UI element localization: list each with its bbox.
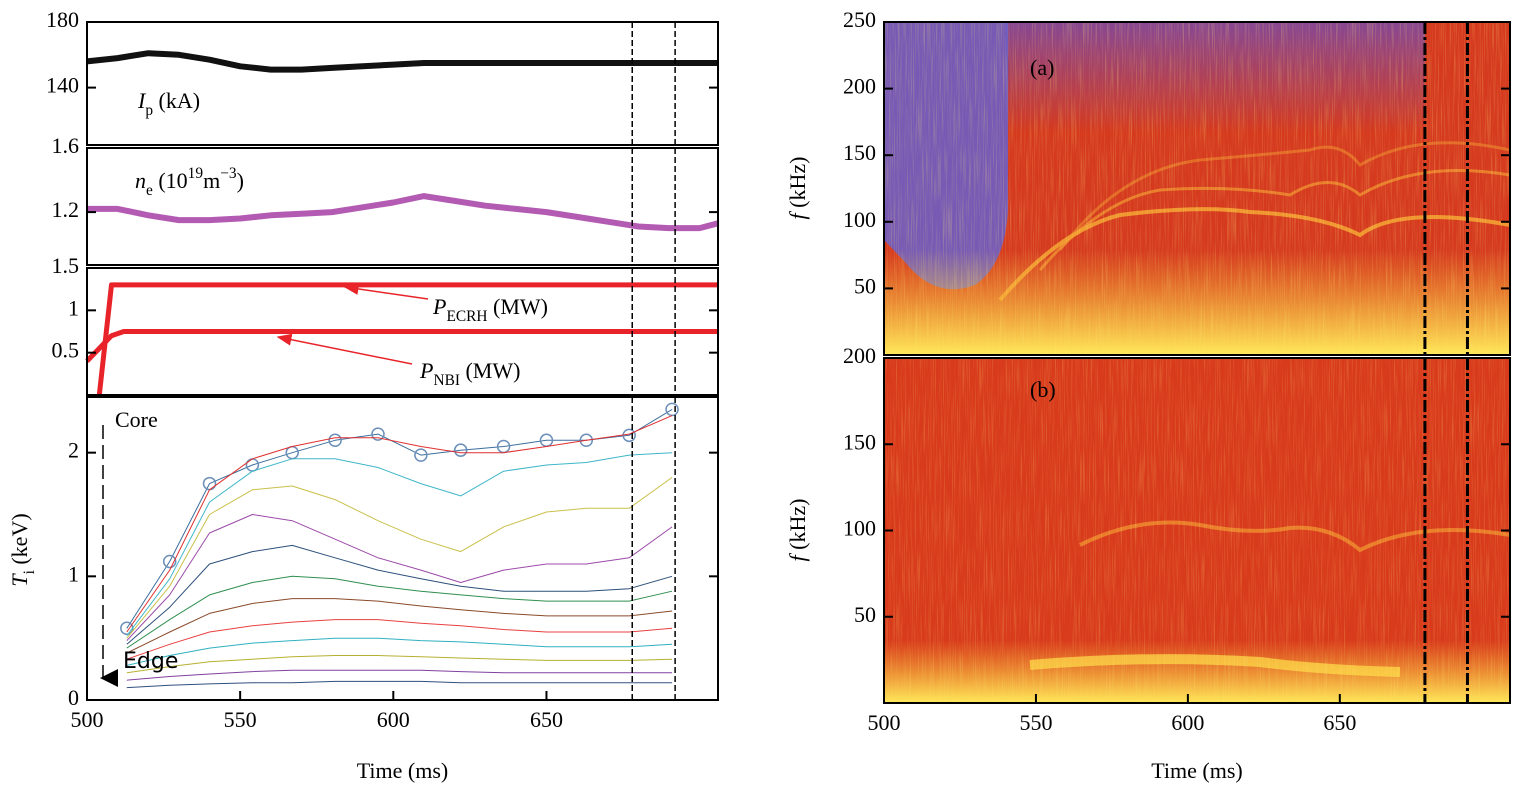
series-line [96, 282, 718, 396]
plot-frame [86, 21, 719, 146]
label-part: (kHz) [785, 157, 810, 214]
label-part: T [7, 573, 32, 587]
ecrh-arrow [343, 282, 429, 300]
y-tick-label: 100 [843, 207, 876, 232]
y-tick-label: 1 [68, 561, 79, 586]
annotation: Edge [123, 649, 178, 674]
series-line [126, 415, 673, 633]
series-line [87, 193, 719, 232]
label-part: (kHz) [785, 499, 810, 556]
y-tick-label: 100 [843, 516, 876, 541]
series-line [126, 544, 673, 645]
data-point [579, 433, 594, 448]
label-part: ) [237, 168, 244, 193]
label-part: f [785, 210, 810, 219]
series-line [126, 619, 673, 660]
label-part: 19 [188, 165, 204, 182]
series-line [126, 514, 673, 641]
label-part: (keV) [7, 513, 32, 570]
y-axis-label: f (kHz) [785, 157, 810, 220]
y-axis-label: Ti (keV) [7, 513, 38, 586]
y-tick-label: 140 [46, 73, 79, 98]
label-part: P [432, 294, 446, 319]
y-axis-label: f (kHz) [785, 499, 810, 562]
series-line [126, 680, 673, 689]
series-line [85, 329, 718, 363]
data-point [328, 433, 342, 448]
y-tick-label: 180 [46, 7, 79, 32]
y-tick-label: 1 [68, 295, 79, 320]
series-line [126, 637, 673, 666]
x-tick-label: 550 [224, 707, 257, 732]
y-tick-label: 150 [843, 140, 876, 165]
plot-frame [86, 396, 719, 701]
label-part: f [785, 552, 810, 561]
plot-frame [86, 267, 719, 396]
label-part: p [145, 102, 153, 119]
plot-frame [883, 21, 1511, 356]
label-part: (MW) [488, 294, 548, 319]
series-line [126, 452, 673, 637]
y-tick-label: 250 [843, 7, 876, 32]
y-tick-label: 1.6 [52, 133, 80, 158]
panel-label: ne (1019m−3) [135, 165, 244, 199]
data-point [665, 402, 679, 417]
panel-label: (b) [1030, 377, 1056, 402]
annotation: Core [115, 407, 158, 432]
x-tick-label: 600 [1171, 710, 1204, 735]
label-part: NBI [433, 372, 460, 389]
label-part: e [146, 182, 153, 199]
y-tick-label: 0.5 [52, 338, 80, 363]
label-part: ECRH [446, 308, 487, 325]
data-point [453, 443, 468, 457]
y-tick-label: 1.2 [52, 197, 80, 222]
series-line [126, 575, 673, 649]
y-tick-label: 200 [843, 74, 876, 99]
panel-label: (a) [1030, 55, 1054, 80]
series-line [126, 655, 673, 674]
y-tick-label: 2 [68, 438, 79, 463]
x-tick-label: 500 [868, 710, 901, 735]
x-tick-label: 650 [530, 707, 563, 732]
label-part: −3 [220, 165, 237, 182]
series-label: PNBI (MW) [419, 358, 520, 389]
x-axis-label: Time (ms) [357, 758, 448, 783]
label-part: (MW) [460, 358, 520, 383]
data-point [371, 427, 385, 441]
label-part: (10 [153, 168, 188, 193]
x-tick-label: 500 [71, 707, 104, 732]
spectrogram-b [884, 358, 1510, 703]
y-tick-label: 50 [854, 273, 876, 298]
label-part: (kA) [153, 88, 200, 113]
spectrogram-a [884, 22, 1510, 355]
label-part: P [419, 358, 433, 383]
data-point [162, 554, 177, 569]
series-label: PECRH (MW) [432, 294, 548, 325]
nbi-arrow [276, 333, 413, 365]
series-line [126, 598, 673, 654]
data-point [414, 448, 428, 462]
label-part: n [135, 168, 146, 193]
label-part: I [137, 88, 147, 113]
label-part: i [21, 570, 38, 574]
y-tick-label: 50 [854, 602, 876, 627]
panel-label: Ip (kA) [137, 88, 200, 119]
x-tick-label: 650 [1323, 710, 1356, 735]
series-line [126, 476, 673, 639]
x-tick-label: 550 [1019, 710, 1052, 735]
y-tick-label: 1.5 [52, 253, 80, 278]
series-line [126, 669, 673, 681]
x-axis-label: Time (ms) [1151, 758, 1242, 783]
y-tick-label: 0 [68, 685, 79, 710]
plot-frame [86, 147, 719, 266]
y-tick-label: 150 [843, 429, 876, 454]
series-line [86, 50, 718, 73]
y-tick-label: 200 [843, 343, 876, 368]
label-part: m [203, 168, 220, 193]
x-tick-label: 600 [377, 707, 410, 732]
